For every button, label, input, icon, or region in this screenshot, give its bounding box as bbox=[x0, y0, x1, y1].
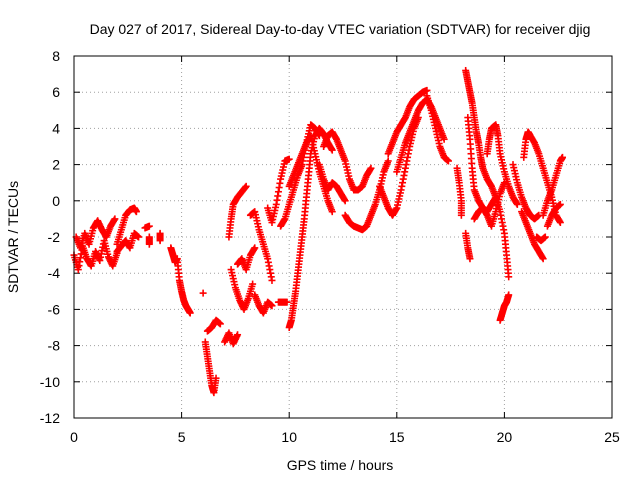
data-point bbox=[328, 208, 336, 216]
data-point bbox=[341, 197, 349, 205]
tick-layer: 0 5 10 15 20 25 -12 -10 -8 -6 -4 -2 0 2 4 6 8 bbox=[40, 48, 620, 445]
data-point bbox=[328, 146, 336, 154]
x-tick-label: 15 bbox=[389, 429, 405, 445]
data-point bbox=[268, 302, 276, 310]
data-point bbox=[216, 320, 224, 328]
x-tick-label: 0 bbox=[70, 429, 78, 445]
data-point bbox=[444, 157, 452, 165]
data-layer bbox=[70, 66, 567, 397]
y-tick-label: 6 bbox=[52, 84, 60, 100]
data-point bbox=[384, 157, 392, 165]
data-point bbox=[539, 255, 547, 263]
data-point bbox=[466, 255, 474, 263]
plot-frame bbox=[73, 55, 613, 419]
x-axis-label: GPS time / hours bbox=[287, 457, 394, 473]
data-point bbox=[285, 155, 293, 163]
data-point bbox=[111, 215, 119, 223]
data-point bbox=[132, 208, 140, 216]
data-point bbox=[440, 135, 448, 143]
data-point bbox=[234, 331, 242, 339]
x-tick-label: 5 bbox=[178, 429, 186, 445]
x-tick-label: 25 bbox=[604, 429, 620, 445]
data-point bbox=[457, 211, 465, 219]
data-point bbox=[249, 280, 257, 288]
y-tick-label: 4 bbox=[52, 120, 60, 136]
data-point bbox=[186, 309, 194, 317]
data-point bbox=[505, 273, 513, 281]
data-point bbox=[559, 153, 567, 161]
data-point bbox=[556, 219, 564, 227]
data-point bbox=[556, 200, 564, 208]
data-point bbox=[135, 233, 143, 241]
data-point bbox=[212, 374, 220, 382]
data-point bbox=[505, 291, 513, 299]
data-point bbox=[367, 164, 375, 172]
data-point bbox=[513, 200, 521, 208]
y-tick-label: -2 bbox=[48, 229, 61, 245]
data-point bbox=[145, 240, 153, 248]
y-tick-label: -8 bbox=[48, 338, 61, 354]
y-tick-label: -10 bbox=[40, 374, 60, 390]
data-point bbox=[315, 132, 323, 140]
data-point bbox=[268, 276, 276, 284]
y-tick-label: -4 bbox=[48, 265, 61, 281]
x-tick-label: 20 bbox=[497, 429, 513, 445]
data-point bbox=[199, 289, 207, 297]
y-tick-label: 8 bbox=[52, 48, 60, 64]
y-axis-label: SDTVAR / TECUs bbox=[5, 181, 21, 293]
y-tick-label: -6 bbox=[48, 301, 61, 317]
data-point bbox=[283, 298, 291, 306]
y-tick-label: -12 bbox=[40, 410, 60, 426]
data-point bbox=[156, 237, 164, 245]
y-tick-label: 2 bbox=[52, 157, 60, 173]
data-point bbox=[251, 244, 259, 252]
data-point bbox=[242, 182, 250, 190]
data-point bbox=[145, 222, 153, 230]
data-point bbox=[541, 233, 549, 241]
x-tick-label: 10 bbox=[281, 429, 297, 445]
chart-title: Day 027 of 2017, Sidereal Day-to-day VTE… bbox=[90, 21, 591, 37]
y-tick-label: 0 bbox=[52, 193, 60, 209]
